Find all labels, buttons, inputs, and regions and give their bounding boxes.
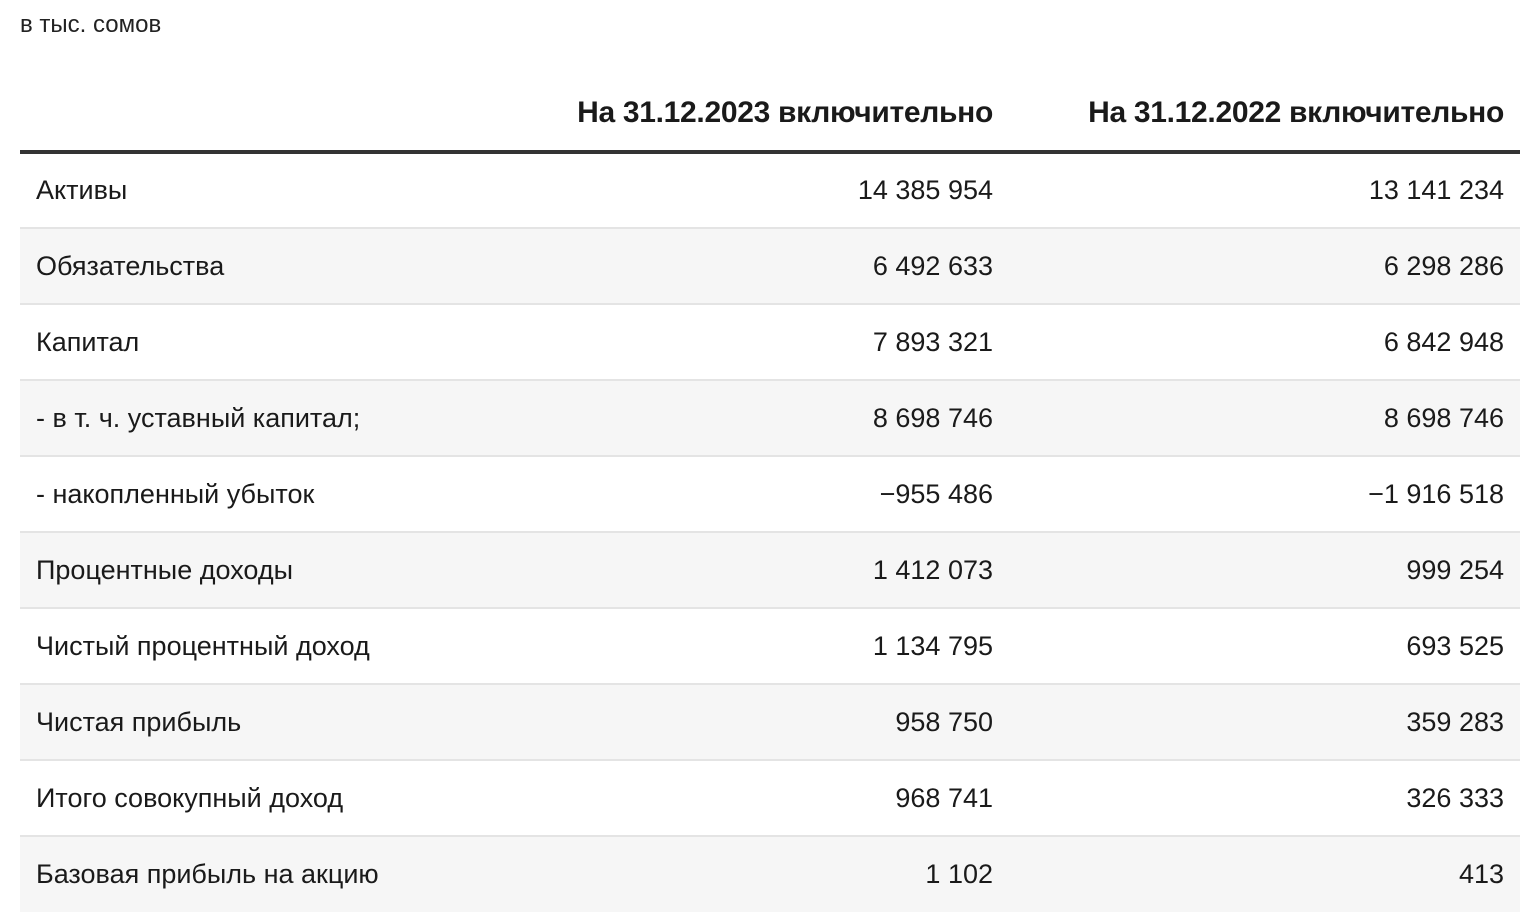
row-label: Итого совокупный доход xyxy=(20,760,520,837)
value-2022: −1 916 518 xyxy=(1009,456,1520,533)
table-row: Активы 14 385 954 13 141 234 xyxy=(20,152,1520,229)
value-2023: 1 102 xyxy=(520,836,1009,912)
value-2023: 1 134 795 xyxy=(520,608,1009,685)
table-row: Чистый процентный доход 1 134 795 693 52… xyxy=(20,608,1520,685)
row-label: Капитал xyxy=(20,304,520,381)
table-header: На 31.12.2023 включительно На 31.12.2022… xyxy=(20,76,1520,154)
row-label: Активы xyxy=(20,152,520,229)
table-body: Активы 14 385 954 13 141 234 Обязательст… xyxy=(20,152,1520,912)
header-2023: На 31.12.2023 включительно xyxy=(520,76,1009,154)
row-label: - накопленный убыток xyxy=(20,456,520,533)
value-2022: 413 xyxy=(1009,836,1520,912)
value-2022: 8 698 746 xyxy=(1009,380,1520,457)
header-label-column xyxy=(20,76,520,154)
row-label: Обязательства xyxy=(20,228,520,305)
table-row: Капитал 7 893 321 6 842 948 xyxy=(20,304,1520,381)
table-row: - накопленный убыток −955 486 −1 916 518 xyxy=(20,456,1520,533)
row-label: - в т. ч. уставный капитал; xyxy=(20,380,520,457)
row-label: Процентные доходы xyxy=(20,532,520,609)
table-row: - в т. ч. уставный капитал; 8 698 746 8 … xyxy=(20,380,1520,457)
row-label: Чистая прибыль xyxy=(20,684,520,761)
table-row: Чистая прибыль 958 750 359 283 xyxy=(20,684,1520,761)
table-row: Итого совокупный доход 968 741 326 333 xyxy=(20,760,1520,837)
value-2022: 999 254 xyxy=(1009,532,1520,609)
table-row: Обязательства 6 492 633 6 298 286 xyxy=(20,228,1520,305)
value-2023: 1 412 073 xyxy=(520,532,1009,609)
table-row: Базовая прибыль на акцию 1 102 413 xyxy=(20,836,1520,912)
value-2022: 6 298 286 xyxy=(1009,228,1520,305)
value-2023: 8 698 746 xyxy=(520,380,1009,457)
value-2022: 6 842 948 xyxy=(1009,304,1520,381)
value-2022: 13 141 234 xyxy=(1009,152,1520,229)
value-2023: −955 486 xyxy=(520,456,1009,533)
value-2023: 14 385 954 xyxy=(520,152,1009,229)
header-2022: На 31.12.2022 включительно xyxy=(1009,76,1520,154)
value-2022: 359 283 xyxy=(1009,684,1520,761)
value-2023: 6 492 633 xyxy=(520,228,1009,305)
row-label: Чистый процентный доход xyxy=(20,608,520,685)
value-2022: 326 333 xyxy=(1009,760,1520,837)
header-row: На 31.12.2023 включительно На 31.12.2022… xyxy=(20,76,1520,154)
financial-table: На 31.12.2023 включительно На 31.12.2022… xyxy=(20,76,1520,912)
row-label: Базовая прибыль на акцию xyxy=(20,836,520,912)
value-2022: 693 525 xyxy=(1009,608,1520,685)
value-2023: 968 741 xyxy=(520,760,1009,837)
unit-note: в тыс. сомов xyxy=(20,11,162,38)
value-2023: 958 750 xyxy=(520,684,1009,761)
value-2023: 7 893 321 xyxy=(520,304,1009,381)
table-row: Процентные доходы 1 412 073 999 254 xyxy=(20,532,1520,609)
